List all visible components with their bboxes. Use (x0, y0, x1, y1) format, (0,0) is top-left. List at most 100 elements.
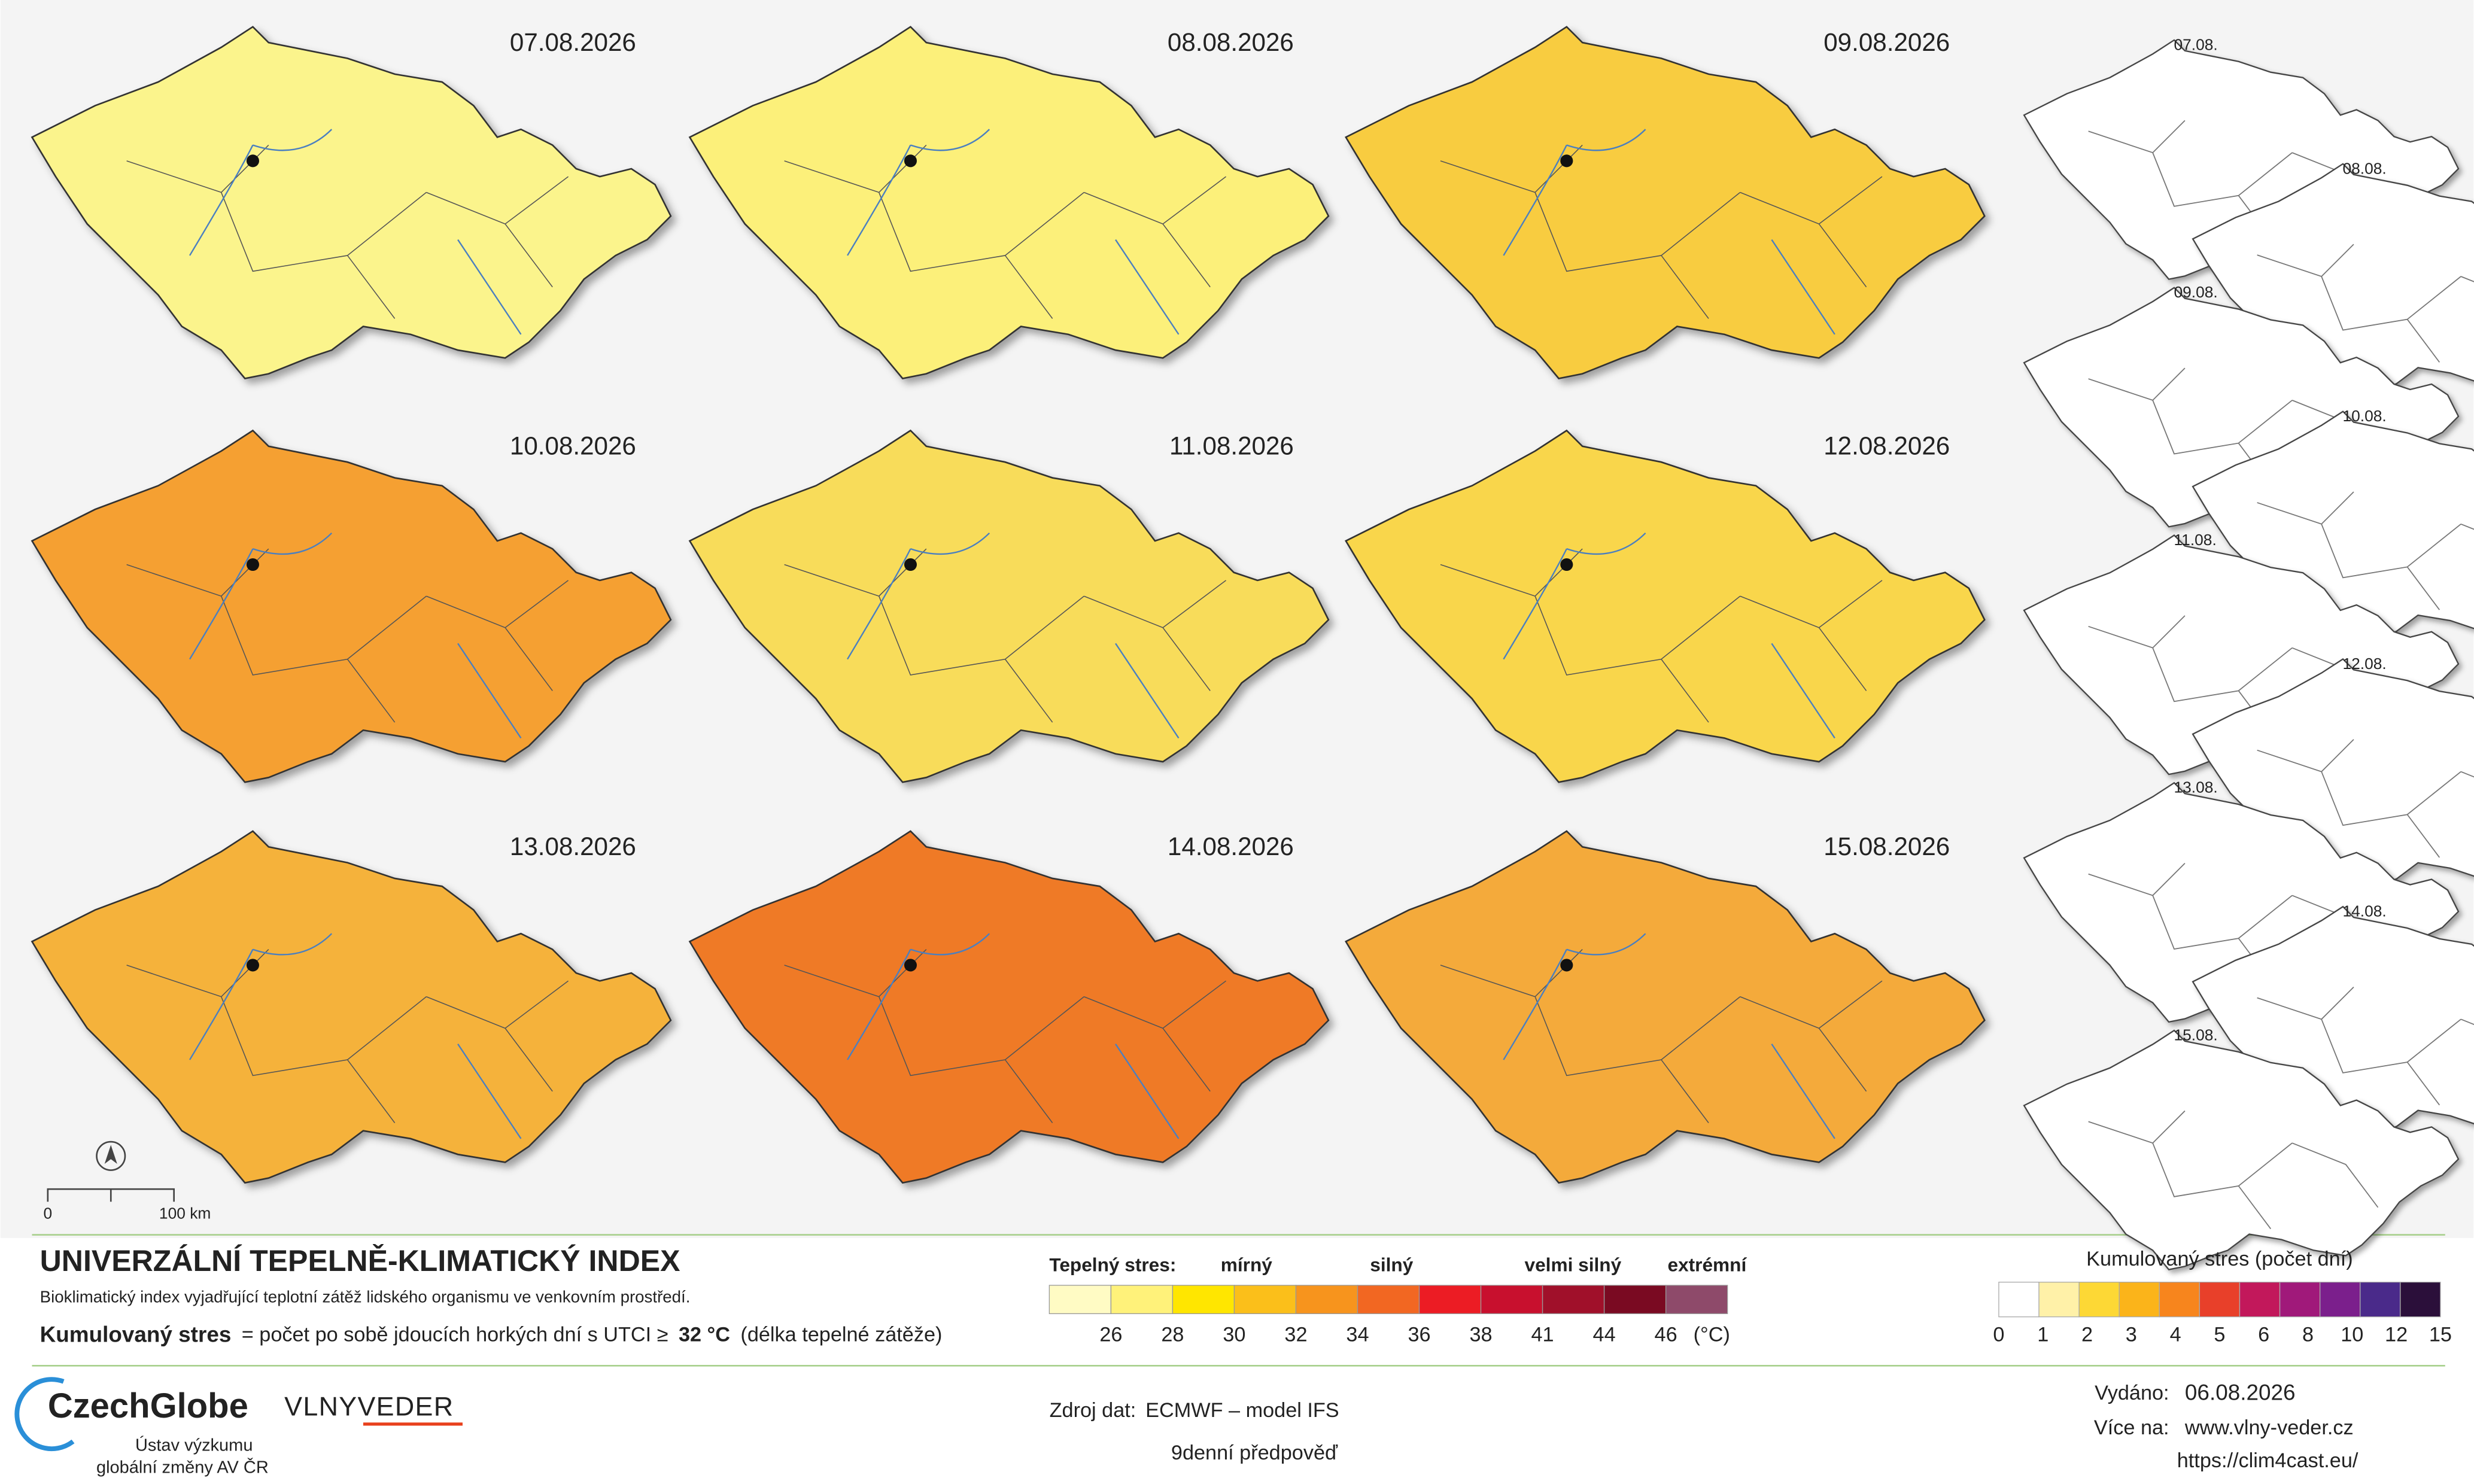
forecast-map: 13.08.2026 (31, 830, 672, 1184)
legend-tick: 6 (2258, 1323, 2269, 1346)
capital (1560, 154, 1573, 168)
region-borders (126, 548, 569, 723)
issued-label: Vydáno: (2095, 1382, 2169, 1404)
scale-end: 100 km (159, 1204, 211, 1222)
capital (246, 558, 259, 571)
region-borders (2257, 244, 2474, 363)
legend-box (1665, 1285, 1728, 1315)
small-map-date: 13.08. (2174, 779, 2217, 796)
region-borders (1440, 949, 1883, 1123)
legend-level: mírný (1221, 1254, 1272, 1276)
map-date: 07.08.2026 (510, 28, 636, 56)
czechglobe-logo: CzechGlobe (48, 1387, 248, 1425)
region-borders (2257, 491, 2474, 610)
issued-date: 06.08.2026 (2185, 1380, 2296, 1405)
capital (904, 959, 917, 972)
legend-box (2078, 1281, 2120, 1318)
rivers (1503, 532, 1835, 739)
link[interactable]: www.vlny-veder.cz (2184, 1416, 2354, 1439)
legend-tick: 36 (1408, 1323, 1430, 1346)
forecast-map: 07.08.2026 (31, 26, 672, 379)
legend-box (1048, 1285, 1112, 1315)
rivers (1503, 129, 1835, 335)
small-map-date: 09.08. (2174, 283, 2217, 301)
scale-bar (47, 1188, 175, 1202)
institute-line: globální změny AV ČR (96, 1456, 269, 1477)
capital (1560, 558, 1573, 571)
small-maps: 07.08. 08.08. 09.08. 10.08. 11.08. 12.08. 13.0… (2023, 35, 2474, 1270)
legend-box (1998, 1281, 2040, 1318)
north-arrow (96, 1141, 126, 1171)
forecast-map: 12.08.2026 (1345, 430, 1986, 783)
rivers (847, 532, 1180, 739)
map-date: 09.08.2026 (1823, 28, 1950, 56)
legend-box (1110, 1285, 1174, 1315)
region-borders (2088, 1110, 2379, 1230)
cumulative-map (2192, 658, 2474, 899)
region-borders (126, 144, 569, 319)
definition: Kumulovaný stres = počet po sobě jdoucíc… (40, 1322, 943, 1346)
legend-box (1172, 1285, 1235, 1315)
map-date: 11.08.2026 (1169, 432, 1294, 460)
cumulative-map (2192, 905, 2474, 1147)
region-borders (784, 949, 1227, 1123)
small-map-date: 11.08. (2174, 531, 2216, 549)
forecast-map: 14.08.2026 (689, 830, 1330, 1184)
legend-tick: 32 (1284, 1323, 1307, 1346)
small-map-date: 12.08. (2342, 655, 2386, 673)
small-map-date: 08.08. (2342, 159, 2386, 177)
scale-start: 0 (44, 1204, 53, 1222)
legend-box (2400, 1281, 2441, 1318)
legend-box (2360, 1281, 2401, 1318)
rivers (847, 933, 1180, 1139)
legend-tick: 38 (1469, 1323, 1492, 1346)
map-date: 13.08.2026 (510, 832, 636, 860)
definition-term: Kumulovaný stres (40, 1322, 232, 1346)
legend-tick: 26 (1099, 1323, 1122, 1346)
map-date: 12.08.2026 (1823, 432, 1950, 460)
legend-box (2279, 1281, 2321, 1318)
legend-box (1418, 1285, 1482, 1315)
definition-threshold: 32 °C (679, 1323, 730, 1346)
small-map-date: 14.08. (2342, 902, 2386, 920)
legend-level: velmi silný (1525, 1254, 1622, 1276)
region-borders (1440, 144, 1883, 319)
map-date: 15.08.2026 (1823, 832, 1950, 860)
vlnyveder-logo: VLNYVEDER (284, 1391, 454, 1421)
region-borders (2257, 986, 2474, 1106)
capital (1560, 959, 1573, 972)
small-map-date: 10.08. (2342, 407, 2386, 425)
legend-box (2159, 1281, 2201, 1318)
legend-tick: 15 (2429, 1323, 2452, 1346)
legend-tick: 30 (1223, 1323, 1245, 1346)
legend-box (1233, 1285, 1297, 1315)
legend-tick: 44 (1593, 1323, 1616, 1346)
forecast-map: 08.08.2026 (689, 26, 1330, 379)
cumulative-map (2023, 39, 2460, 280)
legend-title: Tepelný stres: (1049, 1254, 1176, 1276)
region-borders (2088, 863, 2379, 982)
map-date: 08.08.2026 (1168, 28, 1294, 56)
cumulative-map (2192, 163, 2474, 404)
legend-box (1357, 1285, 1420, 1315)
region-borders (126, 949, 569, 1123)
legend-tick: 5 (2214, 1323, 2225, 1346)
cumulative-map (2023, 782, 2460, 1023)
rivers (1503, 933, 1835, 1139)
forecast: 9denní předpověď (1171, 1442, 1338, 1464)
legend-tick: 46 (1655, 1323, 1677, 1346)
legend-tick: 0 (1993, 1323, 2004, 1346)
link[interactable]: https://clim4cast.eu/ (2177, 1449, 2358, 1472)
forecast-map: 15.08.2026 (1345, 830, 1986, 1184)
legend-tick: 3 (2126, 1323, 2137, 1346)
legend-box (1542, 1285, 1605, 1315)
legend-box (2319, 1281, 2361, 1318)
legend-box (2239, 1281, 2281, 1318)
rivers (189, 532, 522, 739)
definition-note: (délka tepelné zátěže) (740, 1323, 942, 1346)
cumulative-map (2023, 1029, 2460, 1270)
source-label: Zdroj dat: (1050, 1399, 1136, 1422)
institute-line: Ústav výzkumu (135, 1435, 253, 1455)
legend-tick: 34 (1346, 1323, 1369, 1346)
legend-box (2199, 1281, 2241, 1318)
